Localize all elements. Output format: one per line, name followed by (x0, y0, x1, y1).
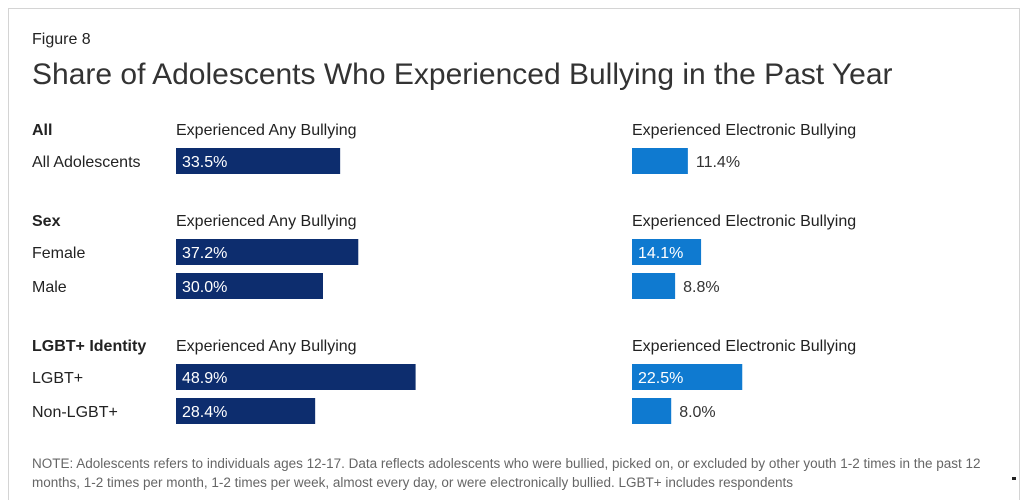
group-label: Sex (32, 213, 61, 230)
data-label-electronic: 8.0% (679, 404, 715, 421)
series-header-electronic: Experienced Electronic Bullying (632, 338, 856, 355)
figure-frame (8, 8, 1020, 500)
figure-label: Figure 8 (32, 31, 91, 48)
footnote: NOTE: Adolescents refers to individuals … (32, 456, 981, 490)
series-header-any: Experienced Any Bullying (176, 122, 357, 139)
row-label: LGBT+ (32, 370, 83, 387)
row-label: Non-LGBT+ (32, 404, 118, 421)
corner-mark (1012, 477, 1016, 480)
row-label: Female (32, 245, 85, 262)
bar-chart: All Experienced Any Bullying Experienced E… (32, 122, 856, 424)
bar-any (176, 398, 316, 424)
row-label: Male (32, 279, 67, 296)
bar-electronic (632, 364, 743, 390)
bar-any (176, 148, 341, 174)
series-header-electronic: Experienced Electronic Bullying (632, 122, 856, 139)
data-label-any: 30.0% (182, 279, 227, 296)
series-header-electronic: Experienced Electronic Bullying (632, 213, 856, 230)
series-header-any: Experienced Any Bullying (176, 338, 357, 355)
bar-electronic (632, 273, 676, 299)
data-label-any: 37.2% (182, 245, 227, 262)
bar-electronic (632, 398, 672, 424)
data-label-electronic: 22.5% (638, 370, 683, 387)
group-label: LGBT+ Identity (32, 338, 146, 355)
bar-electronic (632, 239, 702, 265)
chart-title: Share of Adolescents Who Experienced Bul… (32, 58, 893, 91)
data-label-any: 48.9% (182, 370, 227, 387)
bar-any (176, 364, 416, 390)
bar-electronic (632, 148, 688, 174)
bar-any (176, 273, 323, 299)
data-label-electronic: 11.4% (696, 154, 740, 171)
data-label-any: 33.5% (182, 154, 227, 171)
row-label: All Adolescents (32, 154, 141, 171)
data-label-any: 28.4% (182, 404, 227, 421)
data-label-electronic: 8.8% (683, 279, 719, 296)
group-label: All (32, 122, 52, 139)
series-header-any: Experienced Any Bullying (176, 213, 357, 230)
data-label-electronic: 14.1% (638, 245, 683, 262)
bar-any (176, 239, 359, 265)
